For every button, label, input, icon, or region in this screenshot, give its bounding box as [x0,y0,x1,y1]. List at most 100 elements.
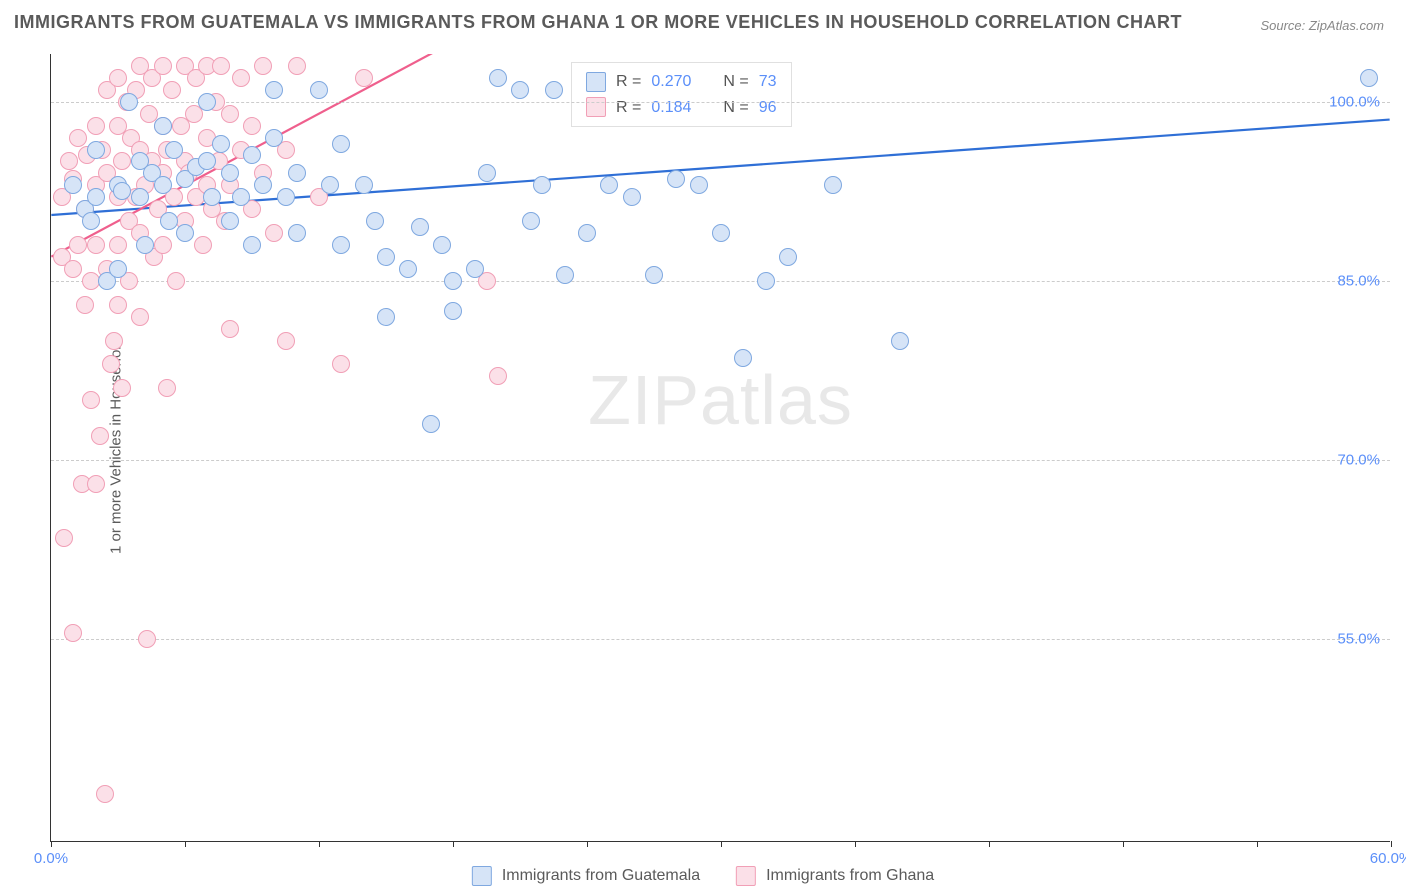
x-tick [855,841,856,847]
data-point [131,308,149,326]
n-value: 73 [759,69,777,95]
legend-bottom: Immigrants from Guatemala Immigrants from… [472,866,934,886]
data-point [522,212,540,230]
n-label: N = [723,95,748,121]
legend-label: Immigrants from Guatemala [502,867,700,885]
data-point [444,302,462,320]
legend-top-row: R =0.184N =96 [586,95,777,121]
data-point [377,308,395,326]
data-point [113,152,131,170]
data-point [154,117,172,135]
data-point [109,69,127,87]
data-point [399,260,417,278]
data-point [198,152,216,170]
data-point [138,630,156,648]
x-tick [185,841,186,847]
gridline [51,281,1390,282]
chart-title: IMMIGRANTS FROM GUATEMALA VS IMMIGRANTS … [14,12,1182,33]
x-tick [721,841,722,847]
data-point [212,57,230,75]
data-point [288,57,306,75]
x-tick [989,841,990,847]
data-point [82,391,100,409]
data-point [60,152,78,170]
data-point [221,164,239,182]
data-point [466,260,484,278]
data-point [310,81,328,99]
data-point [578,224,596,242]
data-point [478,164,496,182]
legend-label: Immigrants from Ghana [766,867,934,885]
data-point [87,236,105,254]
data-point [243,146,261,164]
y-tick-label: 100.0% [1329,93,1380,110]
data-point [712,224,730,242]
legend-top-row: R =0.270N =73 [586,69,777,95]
gridline [51,639,1390,640]
data-point [265,129,283,147]
data-point [154,57,172,75]
data-point [69,129,87,147]
data-point [55,529,73,547]
data-point [91,427,109,445]
data-point [109,296,127,314]
data-point [87,188,105,206]
data-point [165,141,183,159]
data-point [321,176,339,194]
data-point [154,176,172,194]
data-point [411,218,429,236]
data-point [221,105,239,123]
data-point [158,379,176,397]
legend-swatch [586,97,606,117]
legend-swatch [736,866,756,886]
legend-swatch [586,72,606,92]
data-point [243,236,261,254]
data-point [433,236,451,254]
data-point [265,224,283,242]
data-point [556,266,574,284]
data-point [779,248,797,266]
data-point [623,188,641,206]
x-tick [587,841,588,847]
n-label: N = [723,69,748,95]
x-tick-label: 60.0% [1370,850,1406,867]
data-point [277,332,295,350]
data-point [667,170,685,188]
data-point [1360,69,1378,87]
x-tick [453,841,454,847]
data-point [332,135,350,153]
data-point [355,176,373,194]
legend-swatch [472,866,492,886]
y-tick-label: 55.0% [1337,631,1380,648]
data-point [102,355,120,373]
data-point [154,236,172,254]
data-point [489,69,507,87]
x-tick [1257,841,1258,847]
data-point [176,224,194,242]
data-point [109,236,127,254]
r-value: 0.184 [651,95,691,121]
data-point [891,332,909,350]
gridline [51,460,1390,461]
data-point [545,81,563,99]
legend-top: R =0.270N =73R =0.184N =96 [571,62,792,127]
y-tick-label: 70.0% [1337,451,1380,468]
x-tick-label: 0.0% [34,850,68,867]
data-point [198,93,216,111]
data-point [194,236,212,254]
data-point [87,475,105,493]
data-point [221,320,239,338]
x-tick [319,841,320,847]
data-point [757,272,775,290]
data-point [76,296,94,314]
data-point [600,176,618,194]
y-tick-label: 85.0% [1337,272,1380,289]
r-label: R = [616,95,641,121]
data-point [355,69,373,87]
data-point [511,81,529,99]
data-point [120,93,138,111]
data-point [824,176,842,194]
data-point [243,117,261,135]
data-point [136,236,154,254]
data-point [82,212,100,230]
